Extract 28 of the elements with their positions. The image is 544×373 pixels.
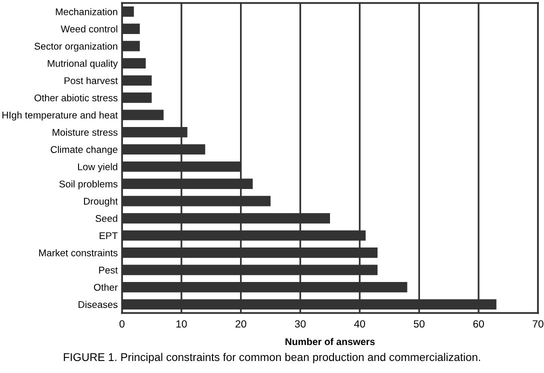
y-tick-label: Diseases [78, 300, 118, 308]
y-tick-label: Seed [96, 214, 118, 222]
y-tick-label: EPT [100, 232, 118, 240]
y-tick-label: Sector organization [34, 42, 118, 52]
y-tick-label: HIgh temperature and heat [2, 111, 118, 120]
y-tick-label: Other [94, 284, 118, 291]
y-tick-label: Climate change [50, 146, 118, 155]
caption: FIGURE 1. Principal constraints for common bean production and commercialization. [64, 352, 480, 364]
y-tick-label: Weed control [60, 25, 118, 32]
y-tick-label: Drought [84, 198, 118, 207]
y-tick-label: Moisture stress [52, 128, 118, 136]
y-tick-label: Pest [99, 266, 118, 274]
x-tick-label: 50 [414, 320, 425, 328]
y-tick-label: Other abiotic stress [34, 94, 118, 102]
y-tick-label: Market constraints [39, 249, 118, 256]
x-tick-label: 30 [294, 320, 306, 328]
y-tick-label: Low yield [78, 163, 118, 172]
x-axis-title: Number of answers [286, 338, 375, 346]
x-tick-label: 60 [473, 320, 484, 328]
x-tick-label: 20 [236, 320, 246, 328]
x-tick-label: 40 [354, 320, 366, 328]
y-tick-label: Mechanization [56, 8, 118, 16]
y-tick-label: Mutrional quality [48, 60, 118, 69]
x-tick-label: 70 [532, 320, 544, 328]
x-tick-label: 10 [176, 320, 187, 328]
x-tick-label: 0 [120, 320, 124, 328]
y-tick-label: Post harvest [64, 76, 118, 84]
y-tick-label: Soil problems [59, 180, 118, 190]
